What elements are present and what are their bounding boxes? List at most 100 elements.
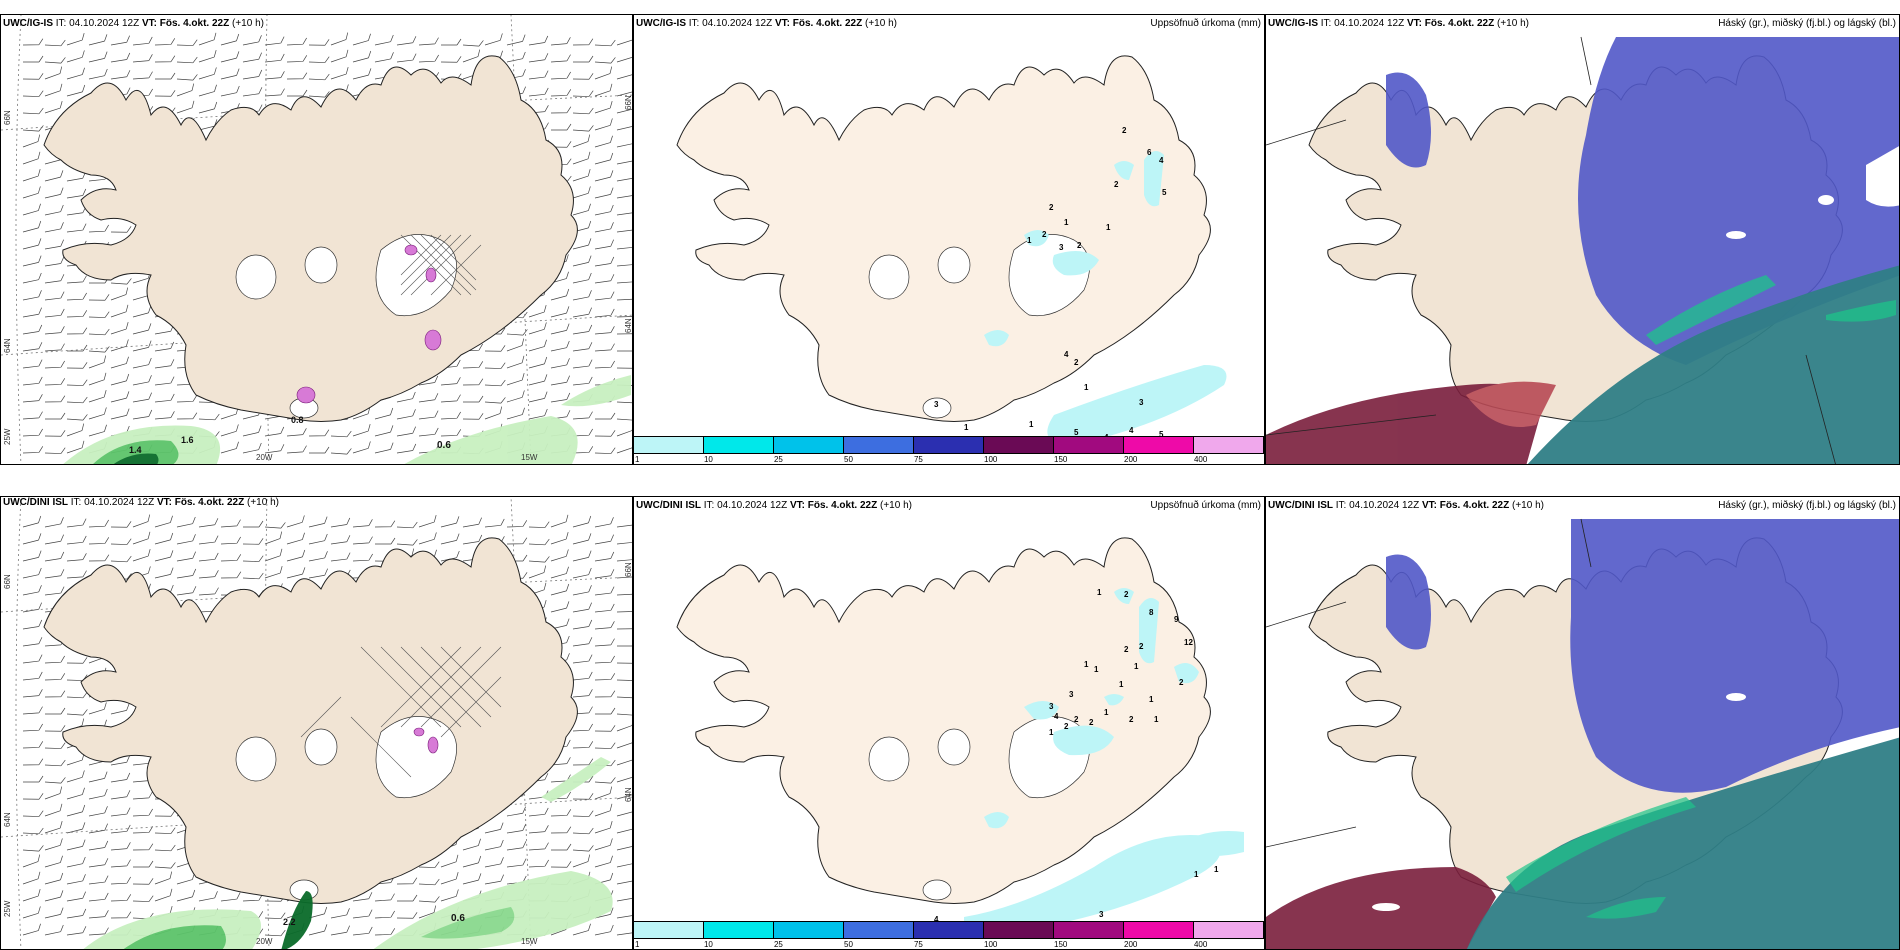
wind-barb [220, 51, 240, 63]
colorbar-swatch [774, 437, 844, 453]
wind-barb [176, 100, 195, 114]
wind-barb [616, 275, 632, 284]
precip-value: 3 [1059, 243, 1064, 252]
wind-barb [528, 538, 550, 546]
wind-barb [22, 376, 43, 386]
wind-barb [110, 322, 129, 335]
wind-barb [396, 36, 417, 46]
wind-barb [594, 256, 615, 267]
wind-barb [44, 83, 63, 97]
cloud-map [1266, 518, 1899, 949]
wind-barb [44, 924, 64, 936]
mid-cloud-teal [1466, 737, 1899, 949]
wind-barb [550, 392, 571, 403]
wind-barb [594, 187, 614, 199]
wind-barb [110, 842, 131, 851]
wind-barb [22, 411, 43, 420]
wind-barb [44, 569, 65, 579]
wind-barb [220, 519, 241, 528]
wind-barb [264, 71, 285, 80]
wind-barb [616, 67, 632, 80]
wind-barb [528, 70, 549, 80]
snow-hatching [300, 646, 502, 778]
cloud-map [1266, 36, 1899, 464]
colorbar-tick-label: 200 [1124, 455, 1138, 464]
wind-barb [440, 394, 461, 403]
wind-barb [220, 554, 242, 562]
wind-barb [264, 548, 283, 562]
wind-barb [572, 38, 594, 46]
wind-barb [220, 68, 240, 80]
wind-barb [44, 430, 66, 437]
wind-barb [594, 586, 615, 596]
wind-barb [88, 51, 108, 63]
wind-barb [595, 707, 616, 715]
precip-value: 2 [1129, 715, 1134, 724]
wind-barb [594, 152, 614, 165]
wind-barb [22, 394, 43, 403]
precip-value: 2 [1049, 203, 1054, 212]
wind-barb [572, 923, 591, 936]
wind-barb [528, 53, 549, 63]
wind-barb [616, 440, 632, 454]
wind-barb [572, 342, 593, 352]
wind-barb [616, 518, 632, 528]
wind-barb [550, 549, 569, 562]
wind-barb [572, 723, 593, 732]
wind-barb [44, 57, 66, 64]
wind-barb [66, 223, 87, 233]
wind-barb [616, 691, 632, 699]
wind-barb [572, 125, 594, 132]
wind-barb [44, 101, 63, 114]
lead-time: (+10 h) [247, 497, 279, 508]
colorbar-swatch [844, 922, 914, 938]
wind-barb [550, 861, 572, 868]
wind-barb [572, 637, 593, 647]
wind-barb [110, 408, 130, 420]
wind-barb [528, 408, 548, 420]
wind-barb [66, 188, 87, 199]
wind-barb [88, 311, 110, 318]
wind-barb [220, 33, 240, 46]
wind-barb [44, 343, 65, 352]
precip-value: 2 [1064, 722, 1069, 731]
wind-barb [242, 555, 264, 562]
wind-barb [462, 517, 482, 528]
wind-barb [396, 443, 417, 454]
wind-barb [374, 34, 394, 46]
snow-hatching [400, 234, 482, 296]
wind-barb [44, 655, 65, 664]
wind-barb [616, 839, 632, 851]
wind-barb [572, 324, 593, 335]
wind-barb [572, 411, 593, 420]
wind-barb [617, 350, 632, 352]
wind-barb [572, 359, 593, 369]
colorbar-swatch [634, 437, 704, 453]
panel-cloud-bottom: UWC/DINI ISL IT: 04.10.2024 12Z VT: Fös.… [1265, 496, 1900, 950]
wind-barb [594, 603, 615, 613]
wind-barb [462, 873, 482, 885]
precip-value-label: 1.6 [181, 435, 194, 445]
wind-barb [484, 518, 505, 528]
valid-time: Fös. 4.okt. 22Z [174, 497, 245, 508]
wind-barb [22, 758, 44, 766]
panel-precip-top: UWC/IG-IS IT: 04.10.2024 12Z VT: Fös. 4.… [633, 14, 1265, 465]
wind-barb [594, 239, 614, 250]
wind-barb [22, 515, 42, 528]
wind-barb [264, 444, 285, 454]
wind-barb [22, 169, 41, 182]
wind-barb [528, 521, 550, 528]
wind-barb [594, 291, 615, 301]
wind-barb [22, 272, 42, 284]
wind-barb [418, 532, 437, 545]
init-time: 04.10.2024 12Z [1349, 500, 1420, 511]
wind-barb [484, 874, 504, 885]
wind-barb [594, 551, 615, 562]
wind-barb [506, 806, 526, 817]
wind-barb [396, 877, 418, 885]
wind-barb [572, 585, 592, 596]
field-title: Háský (gr.), miðský (fj.bl.) og lágský (… [1718, 500, 1896, 511]
wind-barb [198, 101, 218, 114]
colorbar-tick-label: 400 [1193, 940, 1208, 949]
wind-barb [88, 910, 109, 919]
